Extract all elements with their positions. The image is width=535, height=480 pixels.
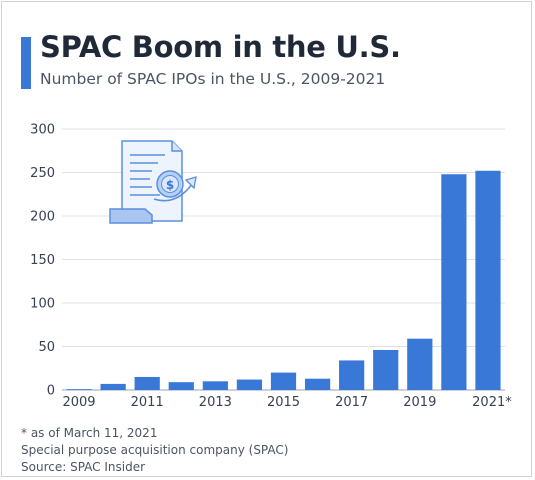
footnotes: * as of March 11, 2021 Special purpose a…: [21, 425, 288, 476]
x-tick-label: 2017: [335, 395, 368, 410]
x-tick-label: 2021*: [472, 395, 512, 410]
source-text: Source: SPAC Insider: [21, 460, 146, 474]
x-tick-label: 2015: [267, 395, 300, 410]
x-axis-ticks: 2009 2011 2013 2015 2017 2019 2021*: [62, 395, 512, 410]
title-accent-bar: [21, 37, 31, 89]
bar-2016: [304, 378, 331, 390]
document-dollar-icon: $: [109, 140, 197, 224]
chart-title: SPAC Boom in the U.S.: [40, 30, 401, 64]
x-tick-label: 2013: [199, 395, 232, 410]
bar-2018: [373, 349, 399, 390]
bar-2017: [339, 360, 365, 390]
bar-2020: [441, 174, 467, 390]
y-tick-label: 100: [30, 297, 55, 312]
bar-2021: [475, 170, 501, 390]
bar-2011: [134, 376, 160, 390]
bar-2009: [66, 389, 92, 390]
y-tick-label: 250: [30, 166, 55, 181]
bars: [66, 170, 501, 390]
footnote-definition: Special purpose acquisition company (SPA…: [21, 443, 289, 457]
bar-2012: [168, 382, 194, 390]
footnote-asterisk: * as of March 11, 2021: [21, 426, 158, 440]
bar-2013: [202, 381, 228, 390]
bar-2015: [270, 372, 297, 390]
y-tick-label: 50: [38, 340, 55, 355]
x-tick-label: 2009: [62, 395, 95, 410]
y-tick-label: 200: [30, 210, 55, 225]
y-tick-label: 300: [30, 123, 55, 138]
x-tick-label: 2019: [403, 395, 436, 410]
bar-2019: [407, 338, 433, 390]
y-tick-label: 0: [47, 384, 55, 399]
svg-text:$: $: [166, 178, 174, 192]
y-axis-ticks: 0 50 100 150 200 250 300: [30, 123, 55, 399]
bar-2010: [100, 383, 126, 390]
bar-2014: [236, 379, 263, 390]
y-tick-label: 150: [30, 253, 55, 268]
chart-subtitle: Number of SPAC IPOs in the U.S., 2009-20…: [40, 70, 386, 88]
x-tick-label: 2011: [131, 395, 164, 410]
